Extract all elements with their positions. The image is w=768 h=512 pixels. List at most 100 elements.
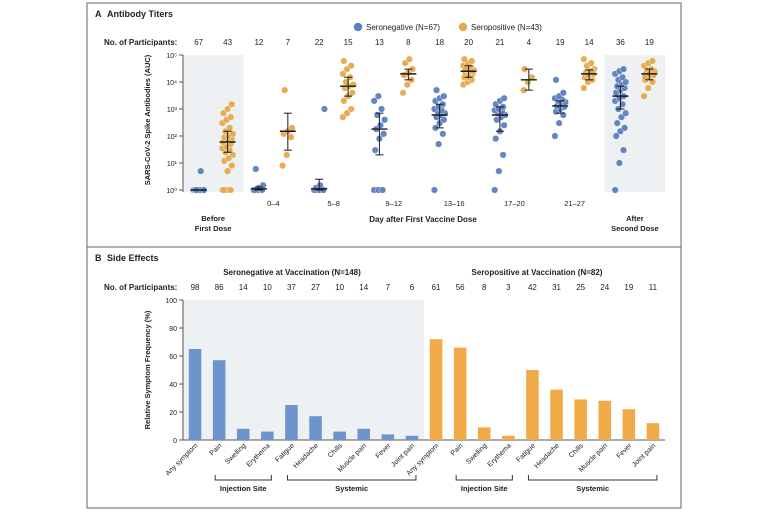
data-point-seropositive: [228, 162, 236, 170]
data-point-seropositive: [227, 186, 235, 194]
bar: [429, 339, 443, 440]
data-point-seronegative: [620, 146, 628, 154]
data-point-seronegative: [252, 165, 260, 173]
data-point-seronegative: [374, 92, 382, 100]
participant-count-seronegative: 13: [375, 38, 384, 47]
y-tick-label: 100: [165, 298, 177, 305]
data-point-seropositive: [288, 124, 296, 132]
bar: [405, 435, 419, 440]
data-point-seronegative: [559, 89, 567, 97]
y-tick-label: 20: [169, 410, 177, 417]
x-tick-label: After: [626, 214, 644, 223]
participant-count-seropositive: 7: [286, 38, 291, 47]
x-tick-label: 17–20: [504, 199, 525, 208]
data-point-seronegative: [613, 119, 621, 127]
y-tick-label: 0: [173, 438, 177, 445]
panel-b-category-groups: Injection Site Systemic Injection Site Syst…: [214, 475, 658, 493]
panel-a-y-axis: 10⁰ 10¹ 10² 10³ 10⁴ 10⁵: [166, 53, 184, 195]
category-group-bracket: [286, 475, 417, 481]
participant-count: 6: [410, 283, 415, 292]
bar: [453, 347, 467, 440]
participant-count: 42: [528, 283, 537, 292]
bar: [309, 416, 322, 440]
data-point-seropositive: [340, 97, 348, 105]
shaded-region: [183, 55, 244, 192]
data-point-seropositive: [287, 133, 295, 141]
data-point-seropositive: [349, 81, 357, 89]
data-point-seropositive: [347, 62, 355, 70]
data-point-seronegative: [259, 181, 267, 189]
data-point-seropositive: [405, 55, 413, 63]
data-point-seronegative: [435, 140, 443, 148]
data-point-seronegative: [612, 132, 620, 140]
legend-swatch-seronegative: [353, 22, 363, 32]
panel-a-y-axis-title: SARS-CoV-2 Spike Antibodies (AUC): [143, 54, 152, 185]
data-point-seropositive: [347, 105, 355, 113]
data-point-seronegative: [622, 109, 630, 117]
participant-count: 19: [624, 283, 633, 292]
y-tick-label: 10⁵: [166, 53, 177, 60]
data-point-seropositive: [644, 84, 652, 92]
data-point-seropositive: [219, 186, 227, 194]
y-tick-label: 40: [169, 382, 177, 389]
panel-b-letter: B: [95, 253, 102, 263]
data-point-seropositive: [343, 109, 351, 117]
x-tick-label: 21–27: [564, 199, 585, 208]
data-point-seropositive: [279, 162, 287, 170]
bar: [333, 431, 346, 440]
bar: [574, 399, 587, 440]
x-tick-label: 5–8: [327, 199, 340, 208]
data-point-seronegative: [500, 94, 508, 102]
data-point-seropositive: [580, 55, 588, 63]
bar: [261, 431, 274, 440]
x-tick-label: Before: [201, 214, 225, 223]
participant-count: 24: [600, 283, 609, 292]
data-point-seronegative: [439, 130, 447, 138]
participant-count-seropositive: 20: [464, 38, 473, 47]
data-point-seropositive: [219, 109, 227, 117]
bar: [285, 405, 298, 440]
bar: [526, 370, 539, 440]
x-tick-label: Second Dose: [611, 224, 659, 233]
bar: [646, 423, 660, 440]
data-point-seronegative: [559, 111, 567, 119]
y-tick-label: 60: [169, 354, 177, 361]
group-title-seropositive: Seropositive at Vaccination (N=82): [472, 268, 603, 277]
data-point-seronegative: [380, 130, 388, 138]
panel-b-participant-counts: 98 86 14 10 37 27 10 14 7 6 61 56 8 3 42 31 25 24 19 11: [191, 283, 658, 292]
participant-count: 10: [263, 283, 272, 292]
bar: [502, 435, 515, 440]
data-point-seronegative: [491, 186, 499, 194]
y-tick-label: 10¹: [167, 161, 178, 168]
x-tick-label: 0–4: [267, 199, 280, 208]
y-tick-label: 10³: [167, 107, 178, 114]
participant-count: 8: [482, 283, 487, 292]
data-point-seropositive: [228, 100, 236, 108]
data-point-seropositive: [227, 113, 235, 121]
participant-count-seronegative: 21: [495, 38, 504, 47]
data-point-seronegative: [316, 181, 324, 189]
data-point-seropositive: [281, 86, 289, 94]
group-title-seronegative: Seronegative at Vaccination (N=148): [223, 268, 361, 277]
data-point-seropositive: [468, 57, 476, 65]
data-point-seropositive: [229, 130, 237, 138]
data-point-seropositive: [340, 57, 348, 65]
data-point-seronegative: [551, 132, 559, 140]
data-point-seronegative: [433, 86, 441, 94]
data-point-seronegative: [197, 167, 205, 175]
bar: [598, 400, 612, 440]
legend-swatch-seropositive: [458, 22, 468, 32]
participant-count: 56: [456, 283, 465, 292]
participant-count: 3: [506, 283, 511, 292]
data-point-seropositive: [648, 57, 656, 65]
y-tick-label: 10²: [167, 134, 178, 141]
data-point-seronegative: [440, 92, 448, 100]
participant-count-seronegative: 18: [435, 38, 444, 47]
side-effects-panel: B Side Effects Seronegative at Vaccinati…: [95, 253, 665, 493]
panel-a-letter: A: [95, 9, 102, 19]
data-point-seropositive: [403, 81, 411, 89]
legend-label-seropositive: Seropositive (N=43): [471, 23, 542, 32]
legend-label-seronegative: Seronegative (N=67): [366, 23, 440, 32]
